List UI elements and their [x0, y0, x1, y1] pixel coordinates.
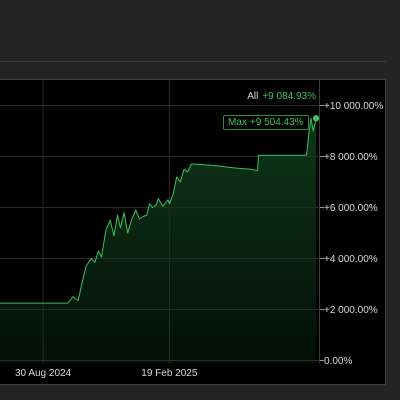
x-tick-label: 19 Feb 2025	[141, 368, 198, 379]
max-return-badge: Max +9 504.43%	[223, 115, 309, 130]
y-tick-label: +4 000.00%	[324, 254, 378, 265]
max-value: +9 504.43%	[249, 117, 304, 128]
y-tick-label: 0.00%	[324, 356, 352, 367]
summary-label: All	[247, 91, 259, 102]
summary-value: +9 084.93%	[262, 91, 316, 102]
chart-panel: 0.00% +2 000.00% +4 000.00% +6 000.00% +8 00…	[0, 79, 386, 385]
x-tick-label: 30 Aug 2024	[15, 368, 72, 379]
last-value-marker	[312, 115, 320, 122]
series-line	[0, 117, 317, 304]
y-tick-label: +6 000.00%	[324, 203, 378, 214]
equity-chart[interactable]: 0.00% +2 000.00% +4 000.00% +6 000.00% +8 00…	[0, 80, 386, 386]
y-tick-label: +10 000.00%	[324, 101, 383, 112]
series-area	[0, 118, 317, 363]
y-tick-label: +2 000.00%	[324, 305, 378, 316]
toolbar-divider	[0, 61, 386, 62]
max-label: Max	[228, 117, 247, 128]
y-tick-label: +8 000.00%	[324, 152, 378, 163]
return-summary: All +9 084.93%	[247, 91, 316, 102]
